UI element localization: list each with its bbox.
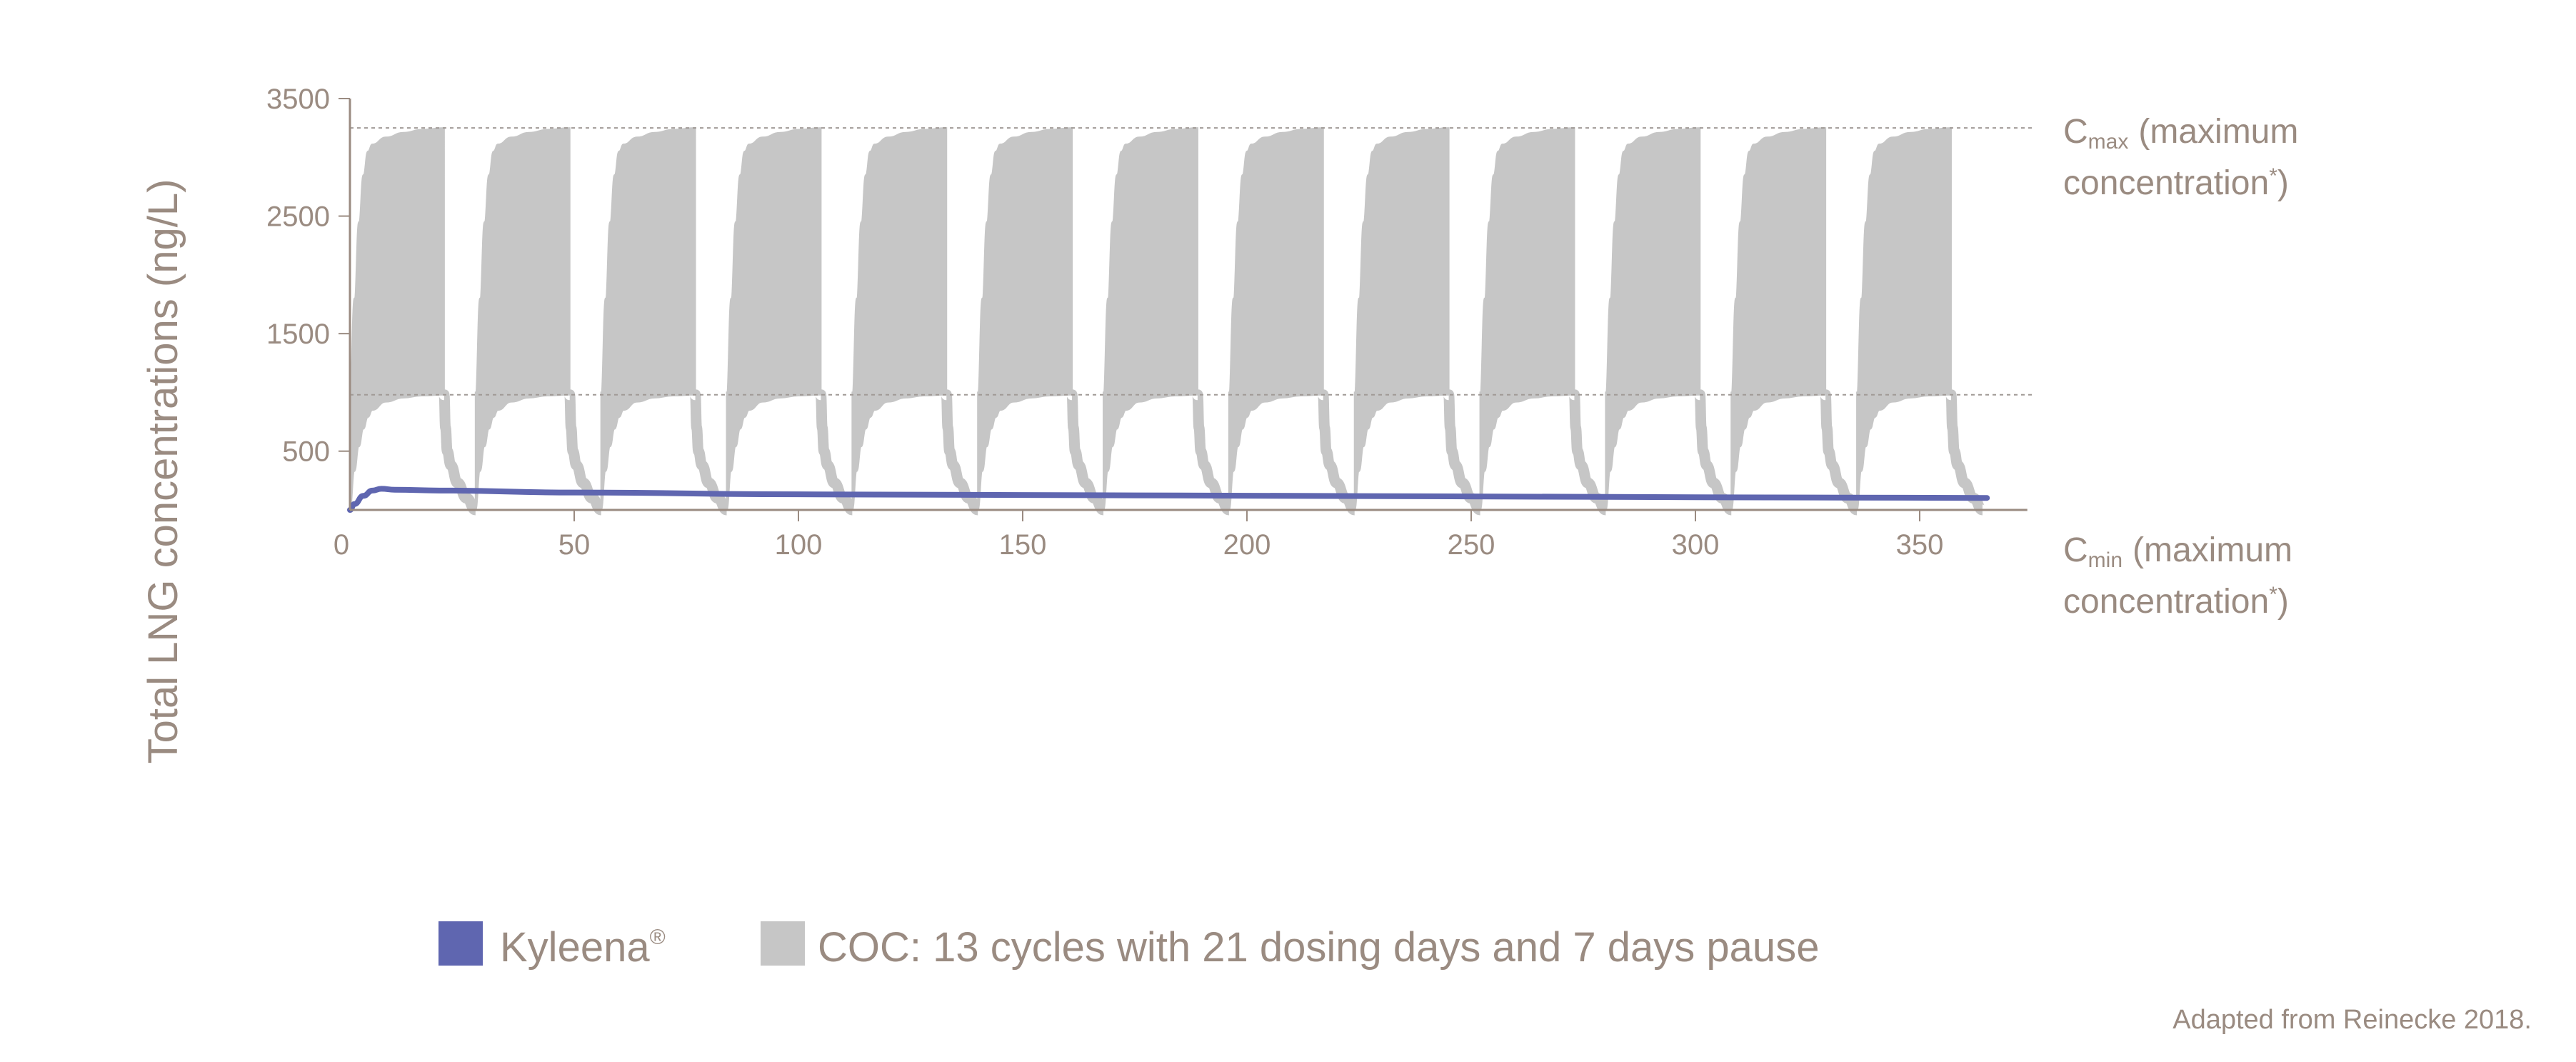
- x-tick-label: 250: [1448, 529, 1495, 561]
- y-tick-label: 3500: [266, 84, 330, 115]
- legend-swatch-kyleena: [438, 921, 483, 966]
- coc-washout-curve: [438, 389, 478, 516]
- coc-cycle-band: [474, 127, 571, 511]
- legend-swatch-coc: [761, 921, 805, 966]
- x-tick-label: 150: [999, 529, 1047, 561]
- coc-washout-curve: [815, 389, 855, 516]
- coc-washout-curve: [1568, 389, 1608, 516]
- reference-lines: [350, 127, 2035, 396]
- coc-band-layer: [349, 127, 1985, 516]
- cmin-label: Cmin (maximum concentration*): [2063, 531, 2292, 621]
- coc-washout-curve: [1066, 389, 1106, 516]
- coc-cycle-band: [1730, 127, 1827, 511]
- x-tick-label: 200: [1223, 529, 1271, 561]
- coc-cycle-band: [977, 127, 1073, 511]
- x-tick-label: 0: [334, 529, 349, 561]
- coc-washout-curve: [1318, 389, 1358, 516]
- coc-cycle-band: [726, 127, 822, 511]
- coc-washout-curve: [1443, 389, 1483, 516]
- legend-label-coc: COC: 13 cycles with 21 dosing days and 7…: [818, 924, 1819, 971]
- coc-washout-curve: [1820, 389, 1860, 516]
- y-tick-label: 2500: [266, 201, 330, 233]
- coc-cycle-band: [1856, 127, 1952, 511]
- coc-washout-curve: [690, 389, 730, 516]
- x-tick-label: 300: [1672, 529, 1720, 561]
- cmax-label-line2: concentration*): [2063, 164, 2289, 202]
- coc-cycle-band: [1103, 127, 1198, 511]
- legend-label-kyleena: Kyleena®: [500, 924, 666, 971]
- coc-cycle-band: [851, 127, 948, 511]
- coc-cycle-band: [1228, 127, 1324, 511]
- coc-cycle-band: [1479, 127, 1575, 511]
- x-tick-label: 100: [775, 529, 823, 561]
- coc-cycle-band: [349, 127, 445, 511]
- cmin-label-line1: Cmin (maximum: [2063, 531, 2292, 572]
- coc-washout-curve: [1694, 389, 1734, 516]
- coc-cycle-band: [1605, 127, 1701, 511]
- coc-cycle-band: [600, 127, 696, 511]
- coc-washout-curve: [941, 389, 981, 516]
- y-tick-label: 1500: [266, 319, 330, 350]
- coc-washout-curve: [1192, 389, 1232, 516]
- coc-cycle-band: [1353, 127, 1450, 511]
- axes: 500 1500 2500 3500 0 50 100 150 200 250 300 350: [266, 84, 2028, 561]
- kyleena-line: [347, 486, 1990, 513]
- coc-washout-curve: [1945, 389, 1985, 516]
- legend: Kyleena® COC: 13 cycles with 21 dosing d…: [438, 921, 1819, 971]
- coc-washout-curve: [564, 389, 604, 516]
- x-tick-label: 50: [558, 529, 591, 561]
- y-tick-label: 500: [282, 436, 330, 468]
- cmax-label: Cmax (maximum concentration*): [2063, 113, 2298, 202]
- footnote: Adapted from Reinecke 2018.: [2172, 1005, 2532, 1035]
- cmin-label-line2: concentration*): [2063, 583, 2289, 621]
- cmax-label-line1: Cmax (maximum: [2063, 113, 2298, 154]
- kyleena-line-layer: [347, 486, 1990, 513]
- x-tick-label: 350: [1896, 529, 1944, 561]
- y-axis-label: Total LNG concentrations (ng/L): [140, 179, 186, 764]
